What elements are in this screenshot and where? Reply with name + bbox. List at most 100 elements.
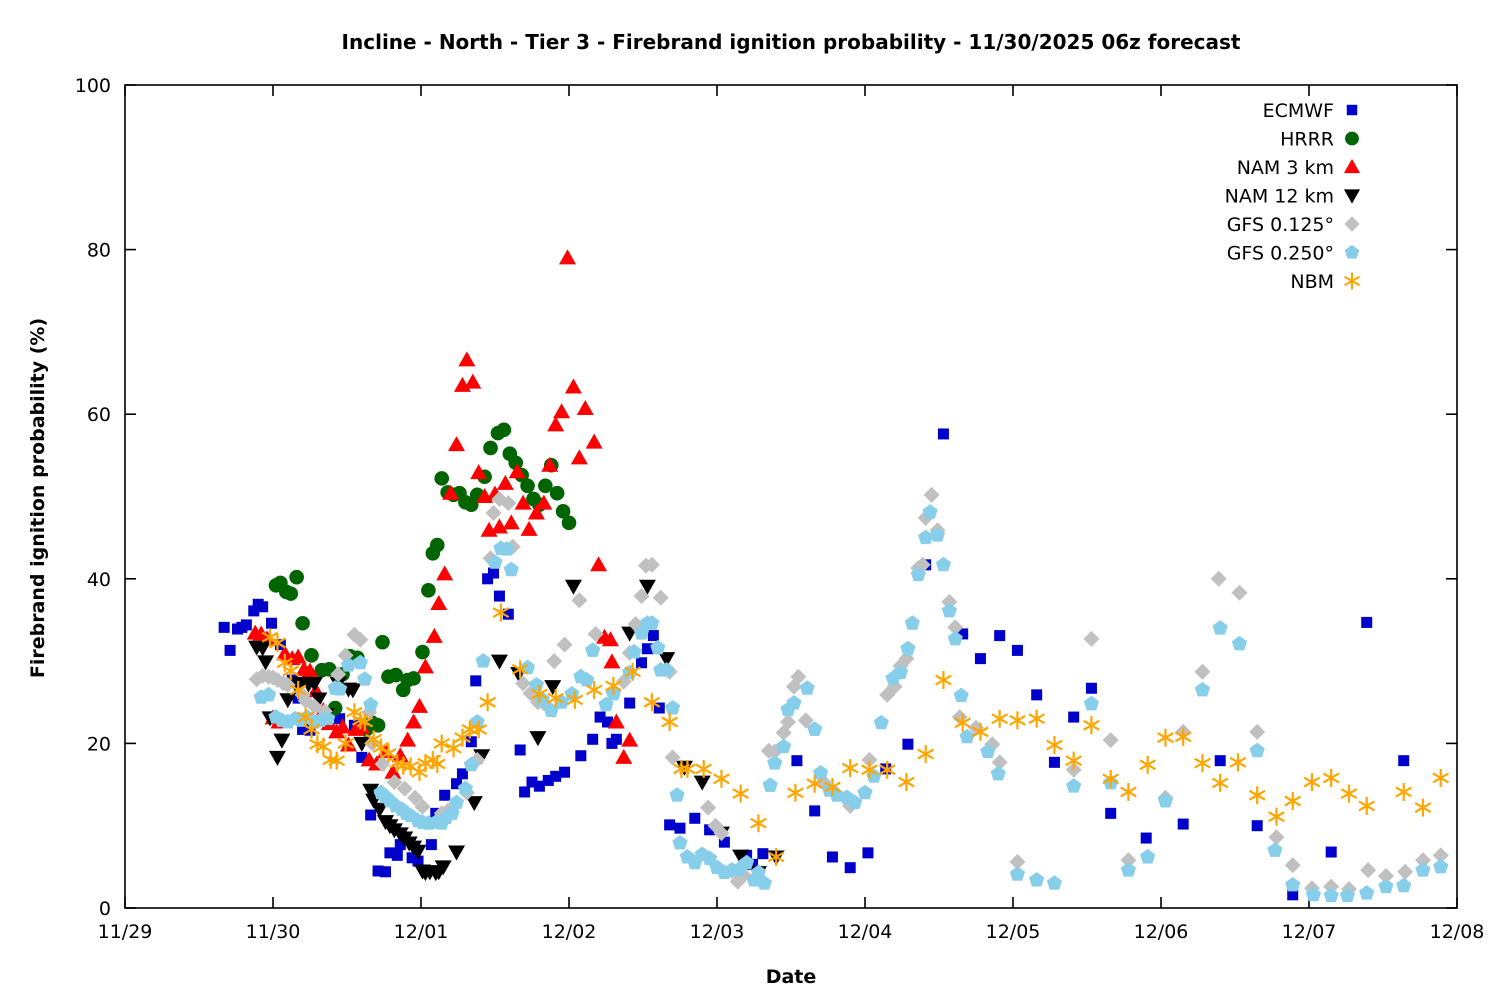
triangle-down-marker — [732, 849, 750, 865]
square-marker — [791, 755, 803, 767]
asterisk-marker — [1229, 756, 1247, 768]
diamond-marker — [1065, 761, 1082, 778]
asterisk-marker — [454, 732, 471, 744]
triangle-up-marker — [576, 399, 594, 415]
triangle-up-marker — [334, 718, 352, 734]
diamond-marker — [396, 780, 413, 797]
diamond-marker — [386, 774, 403, 791]
square-marker — [601, 716, 613, 728]
triangle-up-marker — [289, 648, 307, 664]
pentagon-marker — [900, 640, 916, 656]
y-tick-label: 60 — [87, 404, 111, 426]
triangle-up-marker — [541, 456, 559, 472]
pentagon-marker — [585, 642, 601, 657]
x-tick-label: 11/29 — [98, 921, 153, 943]
asterisk-marker — [878, 764, 896, 776]
square-marker — [1177, 818, 1189, 830]
asterisk-marker — [991, 713, 1009, 725]
pentagon-marker — [1029, 872, 1045, 887]
square-marker — [757, 848, 769, 860]
pentagon-marker — [1231, 635, 1248, 651]
diamond-marker — [1120, 852, 1137, 869]
circle-marker — [538, 478, 553, 494]
asterisk-marker — [282, 665, 300, 677]
triangle-down-marker — [273, 733, 291, 749]
asterisk-marker — [1414, 802, 1432, 814]
triangle-up-marker — [535, 494, 553, 510]
square-marker — [384, 847, 396, 859]
pentagon-marker — [1194, 681, 1211, 697]
asterisk-marker — [935, 674, 952, 686]
square-marker — [493, 590, 505, 602]
circle-marker — [561, 515, 577, 531]
asterisk-marker — [841, 762, 859, 774]
pentagon-marker — [363, 696, 379, 712]
triangle-up-marker — [490, 518, 508, 534]
triangle-down-marker — [344, 683, 362, 699]
asterisk-marker — [1157, 732, 1174, 744]
pentagon-marker — [672, 834, 688, 850]
square-marker — [1361, 616, 1373, 628]
circle-marker — [508, 455, 524, 471]
triangle-up-marker — [448, 436, 466, 452]
diamond-marker — [1194, 663, 1211, 680]
square-marker — [957, 628, 969, 640]
asterisk-marker — [394, 760, 412, 772]
asterisk-marker — [1284, 795, 1302, 807]
triangle-up-marker — [590, 556, 608, 572]
pentagon-marker — [1140, 848, 1156, 864]
diamond-marker — [991, 754, 1008, 771]
y-tick-label: 80 — [87, 240, 111, 262]
asterisk-marker — [732, 788, 750, 800]
square-marker — [394, 839, 406, 851]
asterisk-marker — [531, 688, 548, 700]
square-marker — [488, 567, 500, 579]
pentagon-marker — [669, 787, 685, 802]
circle-marker — [289, 569, 304, 585]
asterisk-marker — [661, 716, 678, 728]
triangle-up-marker — [353, 718, 371, 734]
pentagon-marker — [1344, 244, 1360, 259]
pentagon-marker — [1120, 862, 1137, 877]
asterisk-marker — [1009, 714, 1026, 726]
legend-label: NAM 3 km — [1237, 157, 1334, 179]
triangle-down-marker — [638, 579, 656, 595]
x-tick-label: 12/05 — [986, 921, 1041, 943]
circle-marker — [406, 671, 421, 686]
asterisk-marker — [1120, 786, 1137, 798]
square-marker — [689, 812, 701, 824]
triangle-up-marker — [570, 449, 588, 465]
pentagon-marker — [756, 875, 772, 890]
asterisk-marker — [806, 778, 824, 790]
asterisk-marker — [1340, 788, 1358, 800]
legend-label: NAM 12 km — [1225, 186, 1334, 208]
diamond-marker — [664, 749, 681, 766]
pentagon-marker — [1066, 778, 1082, 793]
pentagon-marker — [873, 714, 889, 730]
diamond-marker — [407, 789, 424, 806]
asterisk-marker — [972, 726, 989, 738]
triangle-up-marker — [430, 594, 448, 610]
pentagon-marker — [1396, 877, 1412, 893]
triangle-up-marker — [585, 433, 603, 449]
diamond-marker — [1249, 723, 1266, 740]
pentagon-marker — [1083, 695, 1100, 711]
diamond-marker — [790, 668, 807, 685]
triangle-down-marker — [257, 655, 275, 671]
square-marker — [1068, 711, 1080, 723]
triangle-down-marker — [434, 860, 452, 876]
pentagon-marker — [990, 765, 1006, 781]
triangle-up-marker — [425, 627, 443, 643]
square-marker — [1251, 820, 1263, 832]
asterisk-marker — [328, 755, 345, 767]
x-tick-label: 12/07 — [1282, 921, 1337, 943]
triangle-up-marker — [607, 713, 625, 729]
pentagon-marker — [775, 738, 792, 754]
asterisk-marker — [861, 764, 878, 776]
pentagon-marker — [701, 850, 718, 866]
triangle-up-marker — [520, 520, 538, 536]
pentagon-marker — [1359, 885, 1375, 900]
square-marker — [559, 766, 571, 778]
diamond-marker — [1102, 732, 1119, 749]
